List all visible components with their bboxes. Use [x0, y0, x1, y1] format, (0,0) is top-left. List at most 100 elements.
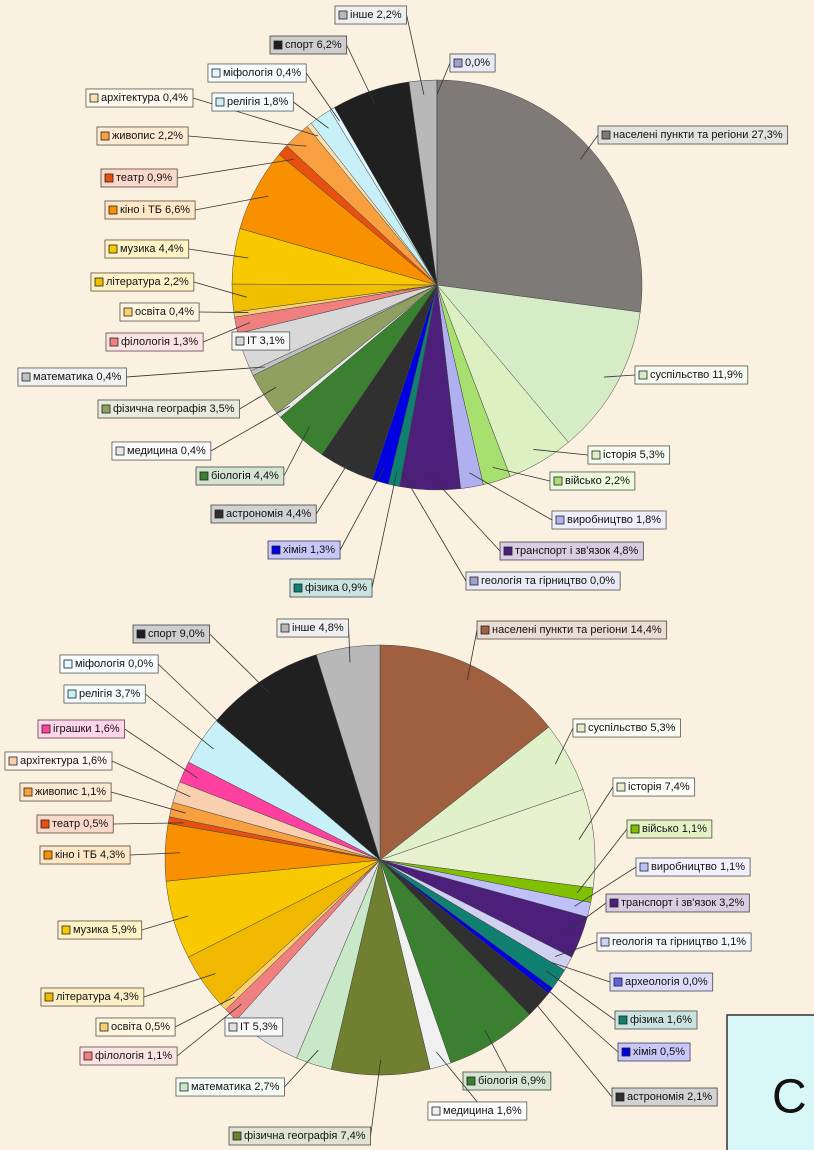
legend-swatch: [100, 131, 110, 141]
label-name: історія: [603, 449, 637, 461]
data-label: література 4,3%: [40, 973, 216, 1007]
data-label: військо 2,2%: [492, 466, 636, 491]
label-tint: [208, 64, 307, 82]
label-box: [224, 1017, 284, 1037]
label-name: іграшки: [53, 723, 91, 735]
legend-swatch: [109, 337, 119, 347]
label-tint: [268, 541, 341, 559]
label-name: геологія та гірництво: [612, 936, 718, 948]
leader-line: [566, 902, 607, 933]
label-name: виробництво: [567, 514, 633, 526]
label-tint: [618, 1043, 691, 1061]
data-label: релігія 3,7%: [63, 684, 214, 750]
label-value: 2,7%: [254, 1081, 279, 1093]
label-text: спорт 6,2%: [285, 39, 342, 51]
data-label: IT 3,1%: [231, 331, 291, 351]
caption: C: [772, 1071, 807, 1124]
label-tint: [636, 858, 751, 876]
legend-swatch: [83, 1051, 93, 1061]
label-text: література 4,3%: [56, 991, 139, 1003]
leader-line: [202, 322, 251, 343]
label-tint: [552, 511, 667, 529]
label-text: виробництво 1,8%: [567, 514, 661, 526]
label-box: [40, 987, 145, 1007]
label-box: [267, 540, 341, 560]
label-text: міфологія 0,4%: [223, 67, 301, 79]
label-tint: [196, 467, 284, 485]
data-label: транспорт і зв'язок 3,2%: [566, 893, 750, 933]
label-value: 5,3%: [650, 722, 675, 734]
leader-line: [210, 405, 290, 452]
label-box: [611, 1087, 718, 1107]
label-box: [97, 399, 240, 419]
legend-swatch: [211, 68, 221, 78]
label-name: фізична географія: [244, 1130, 337, 1142]
label-text: хімія 1,3%: [283, 544, 335, 556]
legend-swatch: [480, 625, 490, 635]
label-box: [17, 367, 127, 387]
label-box: [132, 624, 211, 644]
label-box: [289, 578, 373, 598]
label-value: 0,4%: [163, 92, 188, 104]
label-name: військо: [565, 475, 602, 487]
label-tint: [105, 201, 196, 219]
label-text: археологія 0,0%: [625, 976, 708, 988]
legend-swatch: [621, 1047, 631, 1057]
label-text: транспорт і зв'язок 3,2%: [621, 897, 745, 909]
label-value: 0,5%: [145, 1021, 170, 1033]
label-box: [462, 1071, 552, 1091]
label-text: живопис 1,1%: [35, 786, 106, 798]
pie: [164, 644, 596, 1076]
data-label: транспорт і зв'язок 4,8%: [430, 475, 644, 561]
label-tint: [5, 752, 112, 770]
pie-slice: [315, 644, 381, 861]
label-box: [614, 1010, 698, 1030]
label-name: кіно і ТБ: [55, 849, 97, 861]
data-label: хімія 1,3%: [267, 467, 385, 560]
data-label: біологія 6,9%: [462, 1030, 552, 1091]
data-label: медицина 1,6%: [427, 1051, 528, 1121]
label-tint: [64, 685, 146, 703]
data-label: виробництво 1,8%: [469, 472, 667, 530]
data-label: архітектура 1,6%: [4, 751, 191, 798]
data-label: математика 0,4%: [17, 366, 265, 387]
label-tint: [290, 579, 372, 597]
data-label: спорт 6,2%: [269, 35, 376, 105]
data-label: освіта 0,4%: [119, 302, 249, 322]
data-label: суспільство 5,3%: [555, 718, 681, 765]
label-name: театр: [116, 172, 144, 184]
label-tint: [60, 655, 159, 673]
pie-slice: [330, 859, 431, 1076]
label-tint: [613, 778, 695, 796]
legend-swatch: [293, 583, 303, 593]
label-box: [100, 168, 178, 188]
label-name: суспільство: [650, 369, 709, 381]
label-name: література: [106, 276, 162, 288]
leader-line: [177, 159, 294, 179]
label-value: 0,0%: [465, 57, 490, 69]
label-value: 5,3%: [253, 1021, 278, 1033]
label-value: 0,0%: [683, 976, 708, 988]
label-name: суспільство: [588, 722, 647, 734]
leader-line: [574, 866, 637, 907]
label-text: театр 0,5%: [52, 818, 108, 830]
label-value: 7,4%: [340, 1130, 365, 1142]
label-value: 0,4%: [276, 67, 301, 79]
label-name: філологія: [95, 1050, 144, 1062]
data-label: історія 7,4%: [578, 777, 696, 840]
legend-swatch: [94, 277, 104, 287]
data-label: інше 4,8%: [276, 618, 351, 663]
label-tint: [20, 783, 112, 801]
label-name: архітектура: [20, 755, 80, 767]
leader-line: [315, 455, 353, 515]
pie-slice: [379, 789, 596, 889]
label-name: музика: [73, 924, 109, 936]
label-text: релігія 1,8%: [227, 96, 289, 108]
label-text: медицина 1,6%: [443, 1105, 522, 1117]
label-value: 11,9%: [712, 369, 743, 381]
label-tint: [335, 6, 407, 24]
legend-swatch: [555, 515, 565, 525]
label-name: IT: [247, 335, 257, 347]
legend-swatch: [44, 992, 54, 1002]
